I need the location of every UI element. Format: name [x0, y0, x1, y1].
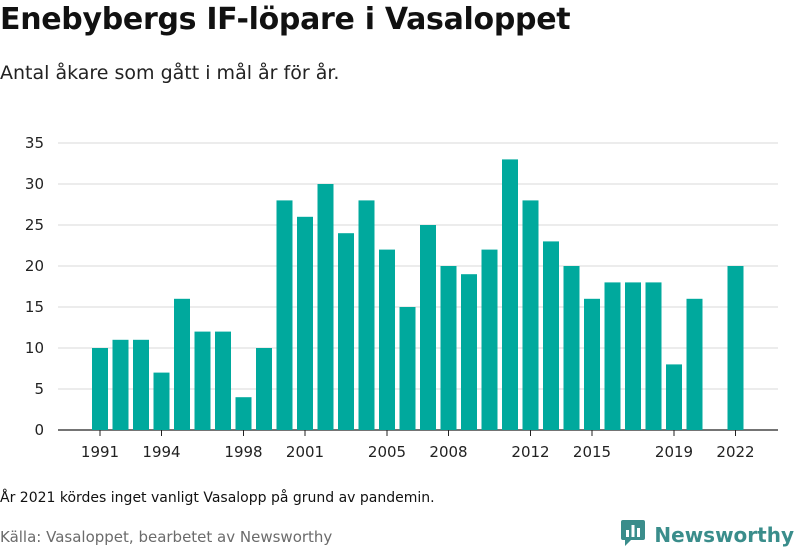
bar — [338, 233, 354, 430]
bar — [235, 397, 252, 430]
bar — [502, 159, 518, 430]
x-tick-label: 1994 — [142, 443, 180, 461]
x-tick-label: 2015 — [573, 443, 611, 461]
x-tick-label: 2019 — [655, 443, 693, 461]
bar — [625, 282, 641, 430]
bar — [379, 249, 395, 430]
x-tick-label: 2022 — [716, 443, 754, 461]
bar — [358, 200, 375, 430]
bars — [92, 159, 744, 430]
bar — [215, 331, 231, 430]
bar — [194, 331, 211, 430]
y-tick-label: 0 — [34, 421, 44, 439]
bar — [727, 266, 744, 430]
x-tick-label: 2001 — [286, 443, 324, 461]
bar — [522, 200, 539, 430]
y-tick-label: 10 — [25, 339, 44, 357]
bar — [481, 249, 498, 430]
bar — [317, 184, 334, 430]
bar — [133, 339, 149, 430]
bar — [112, 339, 129, 430]
x-axis-labels: 1991 1994 1998 2001 2005 2008 2012 2015 2019 2022 — [81, 443, 755, 461]
bar — [420, 225, 436, 430]
y-tick-label: 30 — [25, 175, 44, 193]
bar — [297, 216, 313, 430]
source-credit: Källa: Vasaloppet, bearbetet av Newswort… — [0, 528, 333, 546]
y-tick-label: 25 — [25, 216, 44, 234]
bar — [584, 298, 600, 430]
newsworthy-logo-icon — [620, 519, 646, 551]
x-tick-label: 2008 — [429, 443, 467, 461]
x-tick-label: 1991 — [81, 443, 119, 461]
chart-subtitle: Antal åkare som gått i mål år för år. — [0, 62, 340, 84]
brand-name: Newsworthy — [654, 523, 794, 547]
bar — [174, 298, 190, 430]
bar — [399, 307, 416, 430]
bar — [256, 348, 272, 430]
bar — [686, 298, 703, 430]
x-tick-label: 1998 — [224, 443, 262, 461]
bar — [563, 266, 580, 430]
y-axis-labels: 0 5 10 15 20 25 30 35 — [25, 134, 44, 439]
y-tick-label: 35 — [25, 134, 44, 152]
x-axis-ticks — [99, 430, 736, 436]
footnote: År 2021 kördes inget vanligt Vasalopp på… — [0, 490, 435, 506]
bar — [604, 282, 621, 430]
x-tick-label: 2005 — [368, 443, 406, 461]
bar — [461, 274, 477, 430]
x-tick-label: 2012 — [511, 443, 549, 461]
bar-chart: 0 5 10 15 20 25 30 35 1991 1994 1998 2001 2005 2008 2… — [25, 134, 778, 461]
bar — [276, 200, 293, 430]
y-tick-label: 20 — [25, 257, 44, 275]
bar — [153, 372, 170, 430]
bar — [92, 348, 108, 430]
bar — [440, 266, 457, 430]
bar — [543, 241, 559, 430]
bar — [645, 282, 662, 430]
brand[interactable]: Newsworthy — [620, 519, 794, 551]
y-tick-label: 5 — [34, 380, 44, 398]
bar — [666, 364, 682, 430]
chart-title: Enebybergs IF-löpare i Vasaloppet — [0, 2, 571, 37]
y-tick-label: 15 — [25, 298, 44, 316]
